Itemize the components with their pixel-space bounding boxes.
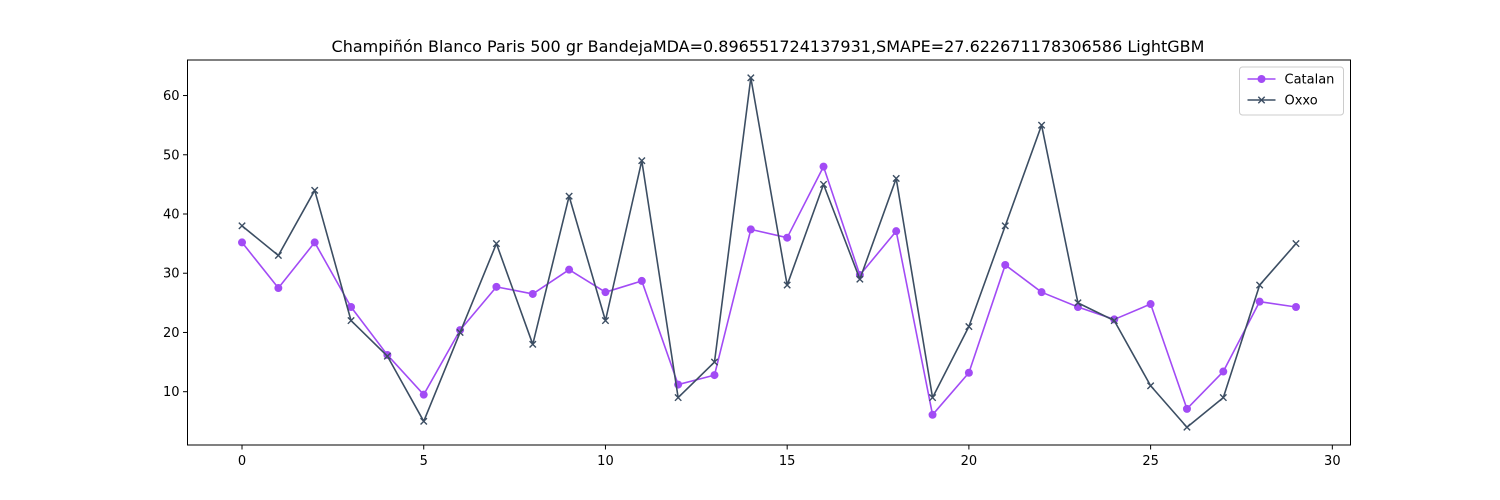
series-catalan bbox=[238, 162, 1300, 419]
y-tick-label: 20 bbox=[163, 326, 180, 341]
data-point-catalan bbox=[637, 276, 646, 285]
legend-item-oxxo: Oxxo bbox=[1247, 94, 1318, 109]
data-point-oxxo bbox=[238, 222, 246, 230]
data-point-oxxo bbox=[456, 328, 464, 337]
data-point-catalan bbox=[1182, 404, 1191, 413]
data-point-oxxo bbox=[383, 352, 392, 360]
data-point-oxxo bbox=[856, 275, 864, 283]
x-tick-label: 25 bbox=[1142, 454, 1159, 469]
x-tick-label: 15 bbox=[779, 454, 796, 469]
data-point-oxxo bbox=[1074, 299, 1082, 307]
x-tick-label: 20 bbox=[961, 454, 978, 469]
data-point-catalan bbox=[528, 289, 537, 298]
data-point-catalan bbox=[1255, 297, 1264, 306]
data-point-oxxo bbox=[1037, 121, 1046, 129]
x-tick-label: 0 bbox=[238, 454, 246, 469]
data-point-catalan bbox=[492, 282, 501, 291]
data-point-catalan bbox=[347, 302, 356, 311]
plot-area bbox=[238, 74, 1300, 431]
data-point-catalan bbox=[601, 288, 610, 297]
data-point-oxxo bbox=[928, 393, 937, 402]
data-point-catalan bbox=[819, 162, 828, 171]
data-point-oxxo bbox=[492, 239, 501, 248]
data-point-catalan bbox=[892, 227, 901, 236]
x-tick-label: 10 bbox=[597, 454, 614, 469]
data-point-oxxo bbox=[311, 186, 319, 195]
data-point-oxxo bbox=[601, 316, 610, 325]
data-point-oxxo bbox=[1001, 222, 1009, 230]
data-point-oxxo bbox=[783, 281, 791, 289]
x-tick-label: 5 bbox=[420, 454, 428, 469]
data-point-oxxo bbox=[819, 180, 828, 189]
data-point-oxxo bbox=[965, 322, 973, 331]
legend-marker-catalan bbox=[1257, 75, 1266, 83]
data-point-catalan bbox=[746, 225, 755, 234]
data-point-catalan bbox=[1291, 302, 1300, 311]
legend-label-oxxo: Oxxo bbox=[1285, 94, 1318, 109]
data-point-oxxo bbox=[710, 358, 719, 366]
data-point-oxxo bbox=[1183, 423, 1191, 431]
y-tick-label: 30 bbox=[163, 267, 180, 282]
data-point-catalan bbox=[238, 238, 247, 247]
data-point-catalan bbox=[1001, 260, 1010, 269]
data-point-catalan bbox=[1146, 300, 1155, 309]
data-point-oxxo bbox=[638, 156, 646, 165]
data-point-oxxo bbox=[1219, 393, 1227, 402]
data-point-catalan bbox=[310, 238, 319, 247]
legend-item-catalan: Catalan bbox=[1247, 73, 1335, 88]
data-point-catalan bbox=[964, 368, 973, 377]
legend: Catalan Oxxo bbox=[1239, 66, 1344, 116]
data-point-catalan bbox=[783, 233, 792, 242]
data-point-oxxo bbox=[1255, 281, 1264, 289]
data-point-catalan bbox=[1037, 288, 1046, 297]
legend-label-catalan: Catalan bbox=[1285, 73, 1335, 88]
data-point-catalan bbox=[419, 390, 428, 399]
series-oxxo bbox=[238, 74, 1300, 431]
y-tick-label: 50 bbox=[163, 148, 180, 163]
data-point-oxxo bbox=[565, 192, 573, 200]
y-tick-label: 40 bbox=[163, 208, 180, 223]
x-tick-label: 30 bbox=[1324, 454, 1341, 469]
data-point-catalan bbox=[383, 350, 392, 359]
data-point-oxxo bbox=[892, 174, 900, 183]
data-point-oxxo bbox=[347, 316, 355, 325]
data-point-catalan bbox=[710, 371, 719, 380]
data-point-catalan bbox=[928, 410, 937, 419]
data-point-oxxo bbox=[274, 251, 283, 260]
y-tick-label: 10 bbox=[163, 385, 180, 400]
data-point-catalan bbox=[565, 265, 574, 274]
plot-frame bbox=[187, 59, 1351, 446]
series-line-oxxo bbox=[241, 76, 1297, 429]
y-tick-label: 60 bbox=[163, 89, 180, 104]
series-line-catalan bbox=[241, 165, 1297, 416]
data-point-catalan bbox=[274, 284, 283, 293]
chart-title: Champiñón Blanco Paris 500 gr BandejaMDA… bbox=[332, 37, 1205, 56]
data-point-oxxo bbox=[1292, 239, 1300, 248]
data-point-oxxo bbox=[674, 393, 682, 402]
data-point-oxxo bbox=[1110, 316, 1118, 325]
data-point-oxxo bbox=[747, 74, 755, 82]
legend-marker-oxxo bbox=[1257, 96, 1266, 104]
data-point-oxxo bbox=[1146, 382, 1155, 390]
axes: 0 5 10 15 20 25 30 10 20 30 40 50 60 bbox=[163, 89, 1341, 469]
data-point-oxxo bbox=[529, 340, 537, 349]
data-point-oxxo bbox=[420, 417, 428, 426]
data-point-catalan bbox=[1219, 367, 1228, 376]
data-point-catalan bbox=[1110, 315, 1119, 324]
